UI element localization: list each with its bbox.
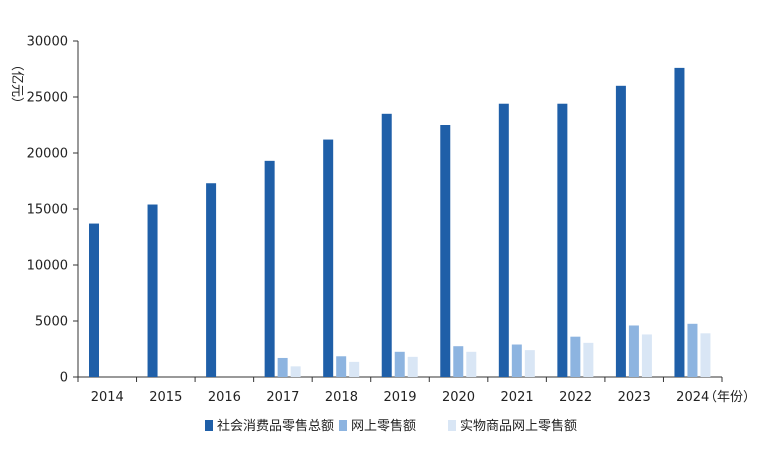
x-tick-label: 2016 [208, 390, 241, 405]
bar-1-2017 [264, 160, 275, 377]
bar-2-2019 [394, 351, 405, 377]
x-tick-label: 2024 [676, 390, 709, 405]
x-tick-label: 2017 [266, 390, 299, 405]
y-tick-label: 20000 [27, 147, 68, 162]
x-tick-label: 2014 [91, 390, 124, 405]
bar-1-2019 [381, 113, 392, 378]
y-tick-label: 25000 [27, 91, 68, 106]
x-tick-label: 2020 [442, 390, 475, 405]
x-tick-label: 2022 [559, 390, 592, 405]
y-tick-label: 5000 [35, 315, 68, 330]
bar-2-2017 [277, 357, 288, 377]
bar-1-2016 [206, 183, 217, 377]
bar-1-2023 [615, 85, 626, 378]
y-tick-label: 10000 [27, 259, 68, 274]
y-tick-label: 15000 [27, 203, 68, 218]
y-axis-unit-label: （亿元） [9, 58, 24, 110]
legend: 社会消费品零售总额 网上零售额 实物商品网上零售额 [205, 418, 577, 434]
bar-2-2022 [570, 336, 581, 377]
bar-1-2022 [557, 103, 568, 377]
bar-2-2021 [511, 344, 522, 377]
bar-1-2020 [440, 125, 451, 377]
legend-swatch-3 [448, 420, 456, 431]
x-tick-label: 2023 [618, 390, 651, 405]
x-tick-label: 2018 [325, 390, 358, 405]
bar-2-2023 [628, 325, 639, 377]
y-tick-label: 0 [60, 371, 68, 386]
bar-3-2023 [641, 334, 652, 377]
legend-swatch-2 [339, 420, 347, 431]
x-tick-label: 2015 [149, 390, 182, 405]
bar-1-2018 [323, 139, 334, 377]
bar-3-2018 [349, 361, 360, 377]
bar-3-2021 [524, 350, 535, 377]
bar-3-2020 [466, 351, 477, 377]
bar-3-2019 [407, 356, 418, 377]
bar-1-2021 [498, 103, 509, 377]
bar-2-2018 [336, 356, 347, 377]
bar-2-2024 [687, 323, 698, 377]
bar-1-2014 [89, 223, 99, 377]
legend-label-2: 网上零售额 [351, 418, 416, 434]
bar-1-2024 [674, 67, 685, 377]
legend-label-1: 社会消费品零售总额 [217, 418, 334, 434]
bars [89, 67, 711, 378]
bar-3-2017 [290, 366, 301, 377]
x-tick-label: 2021 [501, 390, 534, 405]
bar-2-2020 [453, 346, 464, 377]
bar-3-2024 [700, 333, 711, 377]
bar-1-2015 [147, 204, 158, 377]
bar-3-2022 [583, 342, 594, 377]
x-axis: 2014 2015 2016 2017 2018 2019 2020 2021 2022 2023… [77, 376, 723, 405]
x-axis-unit-label: （年份） [704, 390, 756, 405]
x-tick-label: 2019 [383, 390, 416, 405]
legend-swatch-1 [205, 420, 213, 431]
y-tick-label: 30000 [27, 35, 68, 50]
legend-label-3: 实物商品网上零售额 [460, 418, 577, 434]
y-axis: 0 5000 10000 15000 20000 25000 30000 [27, 35, 79, 386]
